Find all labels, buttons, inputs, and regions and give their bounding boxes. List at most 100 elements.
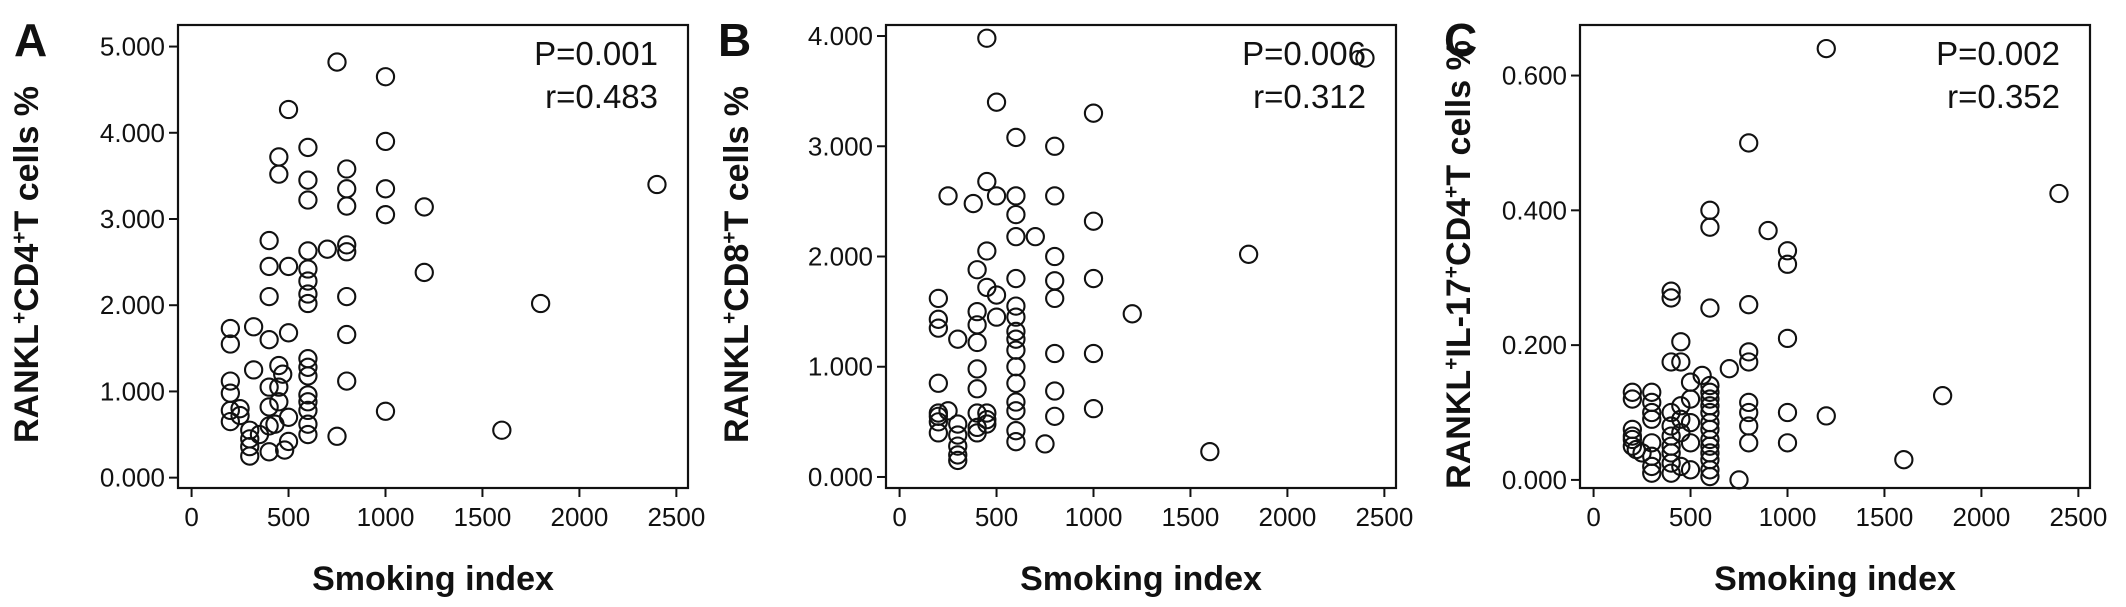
y-axis-label-part: IL-17 <box>1440 278 1478 357</box>
y-tick-label: 0.000 <box>1502 465 1567 495</box>
data-point <box>1083 103 1104 123</box>
x-tick-label: 2500 <box>2049 502 2107 532</box>
data-point <box>986 186 1007 206</box>
data-point <box>1680 412 1701 433</box>
data-point <box>337 179 357 199</box>
y-tick-label: 0.200 <box>1502 330 1567 360</box>
data-point <box>278 99 299 120</box>
data-point <box>1045 271 1065 291</box>
data-point <box>278 407 299 427</box>
data-point <box>273 364 293 384</box>
data-point <box>1083 268 1104 289</box>
data-point <box>1816 406 1836 426</box>
x-axis-label: Smoking index <box>312 560 554 598</box>
x-tick-label: 500 <box>267 502 310 532</box>
data-point <box>1642 446 1662 466</box>
data-point <box>977 403 997 423</box>
data-point <box>1671 352 1691 372</box>
data-point <box>1642 382 1662 402</box>
data-point <box>1777 402 1798 423</box>
y-tick-label: 0.400 <box>1502 195 1567 225</box>
data-point <box>278 431 299 452</box>
data-point <box>298 392 318 412</box>
r-value-annotation: r=0.352 <box>1947 78 2060 115</box>
data-point <box>337 324 357 345</box>
y-tick-label: 1.000 <box>100 376 165 406</box>
data-point <box>298 400 318 421</box>
data-point <box>298 170 318 190</box>
data-point <box>1700 200 1720 220</box>
y-tick-label: 3.000 <box>808 131 873 161</box>
data-point <box>298 271 318 291</box>
data-point <box>375 131 396 152</box>
data-point <box>1661 281 1681 301</box>
data-point <box>1006 340 1026 360</box>
data-point <box>337 286 357 307</box>
data-point <box>1739 402 1759 423</box>
data-point <box>1622 389 1643 409</box>
data-point <box>1700 429 1720 450</box>
data-point <box>337 235 357 255</box>
y-axis-label: RANKL+IL-17+CD4+T cells % <box>1440 40 1478 489</box>
y-axis-label-superscript: + <box>8 312 31 324</box>
y-axis-label-superscript: + <box>718 231 741 243</box>
data-point <box>230 405 250 426</box>
y-axis-label-part: CD4 <box>1440 198 1478 266</box>
y-tick-label: 4.000 <box>808 21 873 51</box>
data-point <box>337 371 357 391</box>
data-point <box>240 436 260 457</box>
panel-label: A <box>14 14 47 66</box>
data-point <box>259 286 279 307</box>
x-tick-label: 1500 <box>1856 502 1914 532</box>
data-point <box>1739 295 1759 315</box>
y-axis-label-part: CD4 <box>8 244 46 312</box>
data-point <box>1661 463 1681 483</box>
data-point <box>928 318 949 338</box>
data-point <box>1006 127 1026 148</box>
data-point <box>1671 396 1691 416</box>
data-point <box>1006 204 1026 225</box>
data-point <box>1083 211 1104 231</box>
x-axis-label: Smoking index <box>1020 560 1262 598</box>
data-point <box>327 426 347 446</box>
data-point <box>298 190 318 210</box>
data-point <box>243 317 264 337</box>
data-point <box>1661 352 1681 372</box>
data-point <box>337 159 357 179</box>
data-point <box>1006 321 1026 342</box>
data-point <box>1622 382 1643 402</box>
data-point <box>967 403 987 423</box>
x-tick-label: 2000 <box>550 502 608 532</box>
p-value-annotation: P=0.001 <box>534 35 658 72</box>
data-point <box>1739 433 1759 453</box>
data-point <box>986 307 1007 327</box>
data-point <box>375 401 396 421</box>
data-point <box>948 425 968 445</box>
data-point <box>1006 296 1026 316</box>
data-point <box>948 329 968 349</box>
y-axis-label-part: T cells % <box>8 86 46 232</box>
x-tick-label: 2000 <box>1258 502 1316 532</box>
data-point <box>530 293 551 314</box>
data-point <box>1700 460 1720 480</box>
data-point <box>1642 456 1662 477</box>
data-point <box>1700 466 1720 487</box>
y-tick-label: 0.000 <box>808 462 873 492</box>
data-point <box>1035 434 1055 454</box>
y-tick-label: 3.000 <box>100 204 165 234</box>
y-tick-label: 4.000 <box>100 118 165 148</box>
data-point <box>327 52 347 72</box>
data-point <box>1661 443 1681 463</box>
plot-frame <box>1578 23 2092 490</box>
data-point <box>1661 402 1681 423</box>
data-point <box>298 424 318 445</box>
data-point <box>1355 48 1375 68</box>
data-point <box>240 446 260 466</box>
data-point <box>1758 220 1778 241</box>
data-point <box>1238 244 1259 264</box>
data-point <box>948 445 968 465</box>
data-point <box>298 241 318 261</box>
data-point <box>977 28 997 48</box>
data-point <box>317 239 337 259</box>
data-point <box>948 414 968 434</box>
